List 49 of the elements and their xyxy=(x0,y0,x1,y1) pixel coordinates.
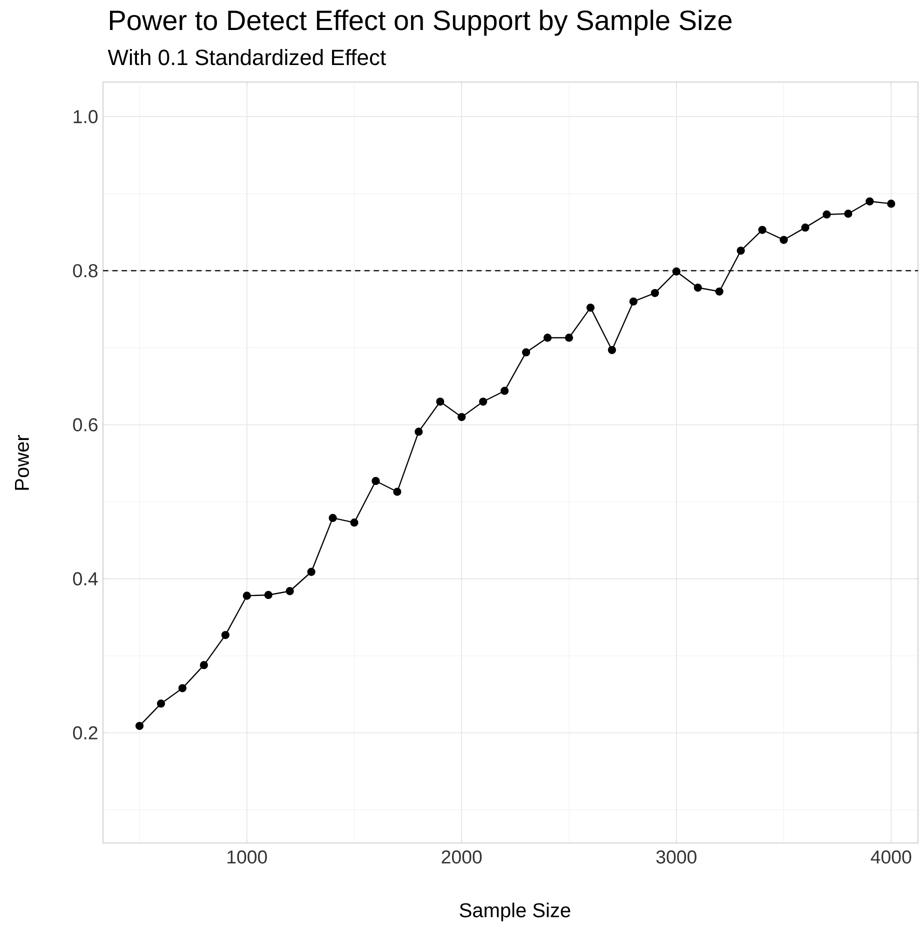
point xyxy=(758,226,766,234)
point xyxy=(822,210,831,219)
point xyxy=(264,590,272,600)
point xyxy=(178,684,187,692)
y-tick-label: 0.8 xyxy=(73,264,98,278)
y-axis-title: Power xyxy=(15,435,29,490)
point xyxy=(694,284,702,292)
point xyxy=(543,334,552,342)
x-tick-label: 4000 xyxy=(870,850,912,864)
point xyxy=(479,398,488,406)
point xyxy=(500,386,509,395)
point xyxy=(672,267,680,276)
point xyxy=(564,334,574,342)
point xyxy=(650,288,659,298)
point xyxy=(736,246,745,255)
point xyxy=(414,428,423,436)
point xyxy=(328,514,337,522)
point xyxy=(458,412,466,422)
point xyxy=(801,224,810,232)
x-tick-label: 1000 xyxy=(228,850,267,864)
point xyxy=(307,568,316,576)
point xyxy=(135,722,144,730)
y-tick-label: 0.6 xyxy=(73,418,98,432)
point xyxy=(242,592,251,600)
point xyxy=(608,346,616,354)
y-tick-label: 1.0 xyxy=(74,110,98,124)
point xyxy=(393,488,402,496)
point xyxy=(286,587,294,596)
y-tick-label: 0.4 xyxy=(73,572,98,586)
point xyxy=(200,661,208,670)
point xyxy=(780,236,788,244)
point xyxy=(436,398,444,406)
point xyxy=(715,287,724,296)
chart-title: Power to Detect Effect on Support by Sample Size xyxy=(110,10,732,36)
point xyxy=(887,200,896,208)
point xyxy=(156,700,166,708)
point xyxy=(372,476,380,486)
point xyxy=(866,197,874,206)
point xyxy=(221,630,230,640)
x-tick-label: 2000 xyxy=(442,850,482,864)
point xyxy=(522,348,530,356)
x-tick-label: 3000 xyxy=(656,850,696,864)
point xyxy=(844,210,852,218)
point xyxy=(350,518,358,527)
point xyxy=(586,304,595,312)
x-axis-title: Sample Size xyxy=(460,902,570,922)
point xyxy=(629,297,638,306)
y-tick-label: 0.2 xyxy=(73,726,98,740)
chart-subtitle: With 0.1 Standardized Effect xyxy=(108,49,386,66)
